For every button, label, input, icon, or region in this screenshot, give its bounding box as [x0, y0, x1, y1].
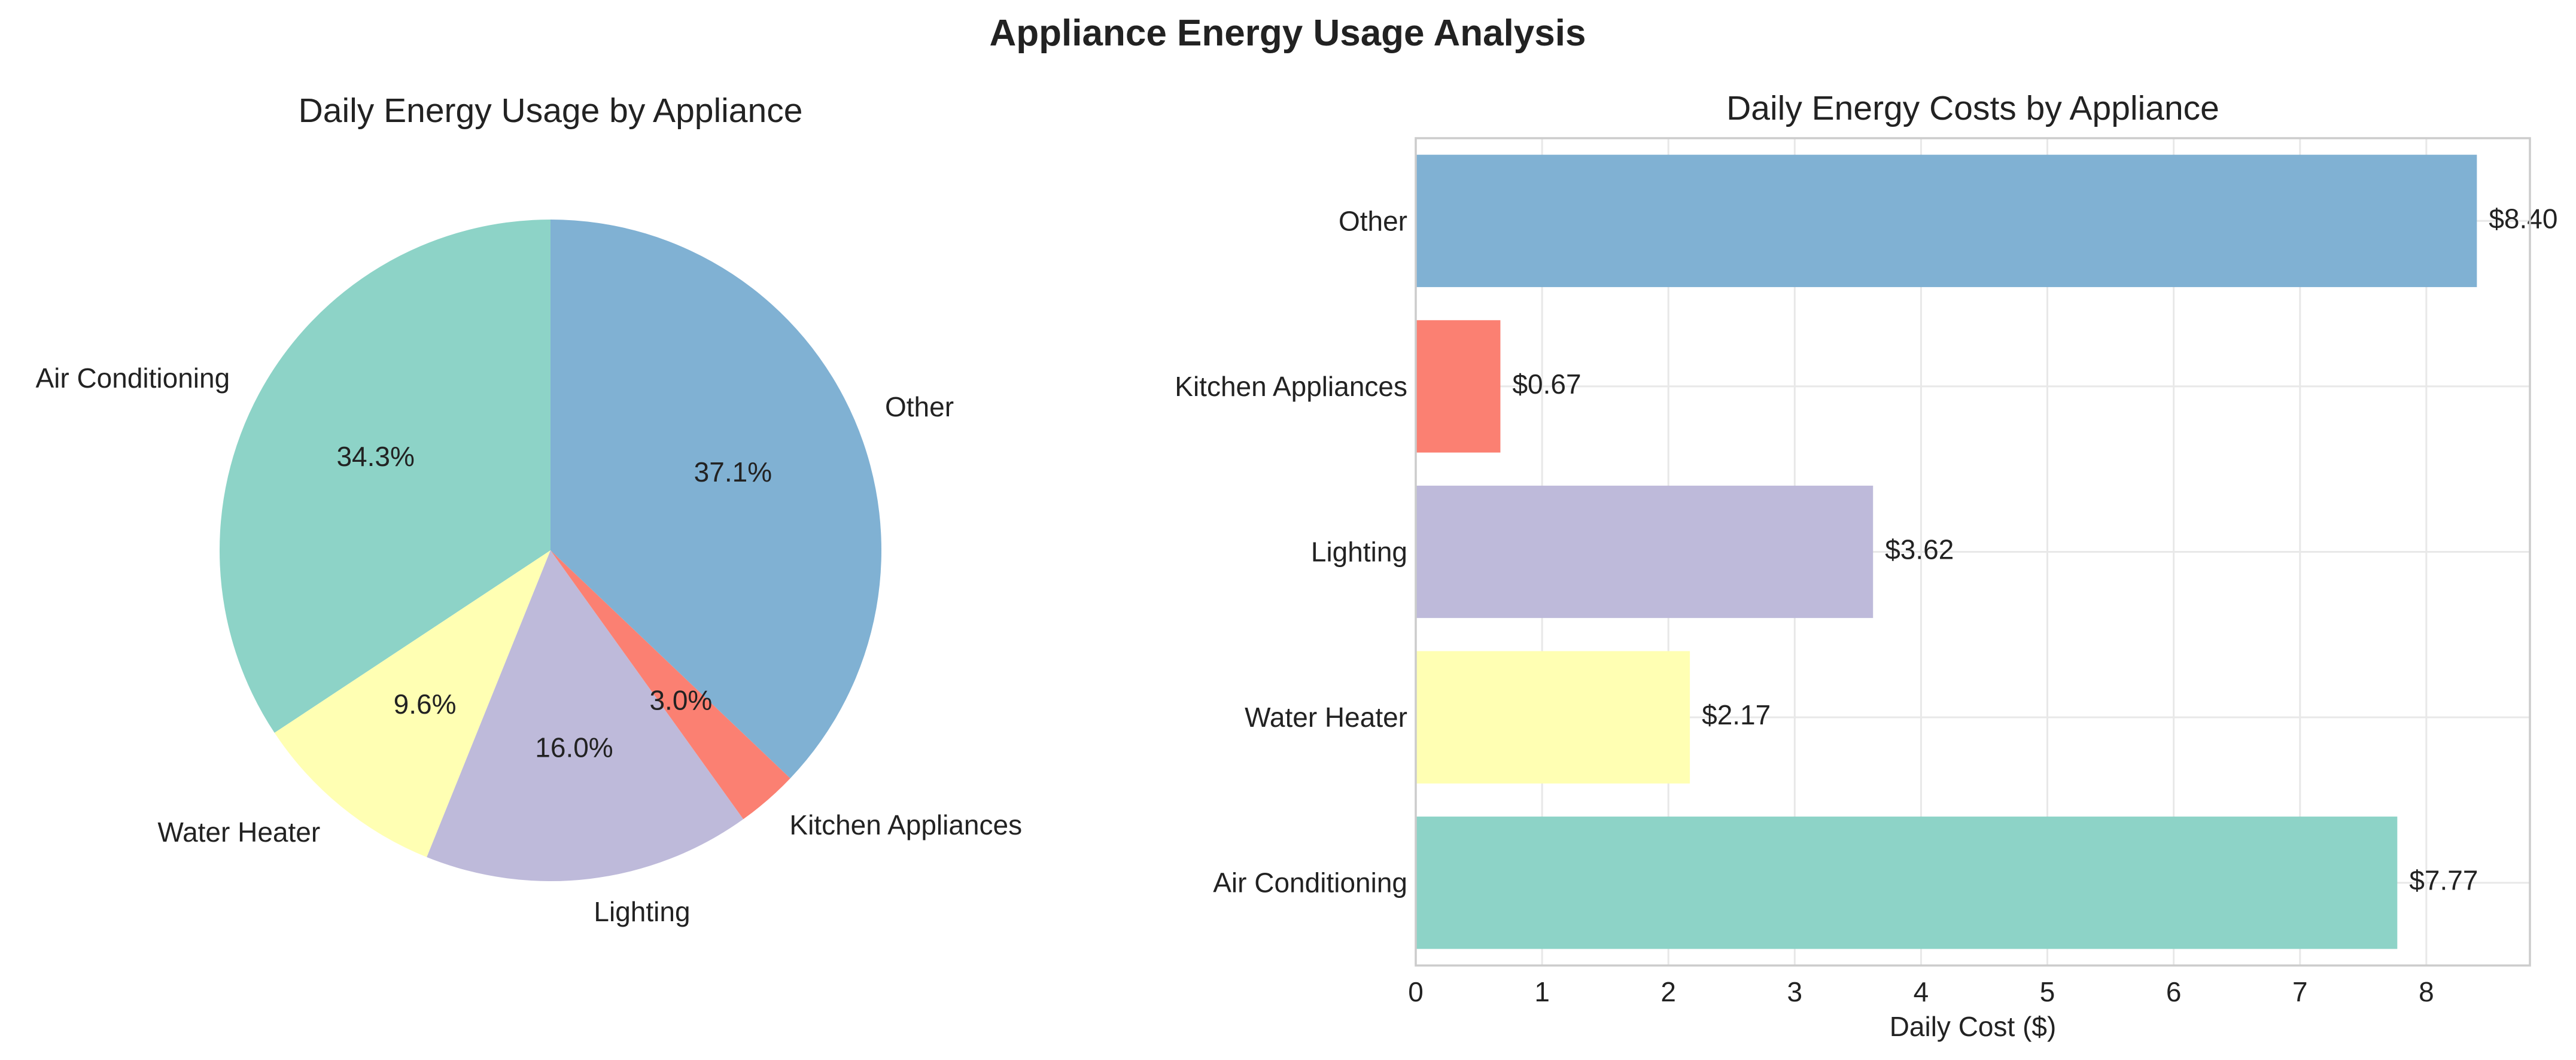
bar-bars: $7.77 $2.17 $3.62 $0.67 $8.40	[1416, 154, 2557, 949]
pie-percent-water-heater: 9.6%	[394, 689, 457, 720]
pie-chart-title: Daily Energy Usage by Appliance	[299, 92, 803, 130]
x-tick-label: 1	[1534, 976, 1550, 1007]
x-tick-label: 6	[2166, 976, 2182, 1007]
pie-labels: Air Conditioning 34.3% Water Heater 9.6% Lig…	[35, 363, 1022, 927]
pie-slice-kitchen-appliances	[551, 550, 790, 820]
pie-slice-air-conditioning	[219, 220, 551, 733]
y-tick-label-other: Other	[1339, 205, 1407, 236]
pie-label-water-heater: Water Heater	[157, 817, 320, 848]
pie-percent-lighting: 16.0%	[535, 732, 613, 763]
pie-slice-water-heater	[274, 550, 551, 857]
x-tick-label: 4	[1914, 976, 1929, 1007]
y-tick-label-lighting: Lighting	[1311, 537, 1407, 568]
y-tick-label-kitchen-appliances: Kitchen Appliances	[1175, 371, 1407, 402]
bar-ticks: 0 1 2 3 4 5 6 7 8 Air Conditioning Water Heater Lig…	[1175, 205, 2434, 1007]
x-tick-label: 7	[2292, 976, 2308, 1007]
bar-kitchen-appliances	[1416, 320, 1501, 453]
value-label-air-conditioning: $7.77	[2409, 865, 2478, 896]
pie-label-other: Other	[885, 391, 954, 422]
pie-percent-kitchen-appliances: 3.0%	[649, 684, 712, 715]
figure-title: Appliance Energy Usage Analysis	[990, 13, 1586, 54]
bar-other	[1416, 154, 2477, 287]
value-label-kitchen-appliances: $0.67	[1512, 368, 1581, 400]
pie-label-kitchen-appliances: Kitchen Appliances	[789, 809, 1022, 840]
x-axis-label: Daily Cost ($)	[1890, 1011, 2057, 1042]
pie-chart: Daily Energy Usage by Appliance Air Cond…	[35, 92, 1022, 927]
x-tick-label: 8	[2419, 976, 2434, 1007]
value-label-lighting: $3.62	[1885, 534, 1954, 565]
bar-water-heater	[1416, 651, 1690, 784]
pie-slice-other	[551, 220, 881, 779]
plot-frame	[1415, 137, 2531, 967]
x-tick-label: 2	[1660, 976, 1676, 1007]
bar-chart-title: Daily Energy Costs by Appliance	[1726, 89, 2219, 127]
pie-slice-lighting	[427, 550, 744, 882]
x-tick-label: 0	[1408, 976, 1424, 1007]
y-tick-label-water-heater: Water Heater	[1245, 702, 1407, 733]
value-label-other: $8.40	[2489, 203, 2557, 234]
bar-air-conditioning	[1416, 817, 2398, 949]
pie-label-lighting: Lighting	[594, 896, 690, 927]
pie-label-air-conditioning: Air Conditioning	[35, 363, 230, 394]
x-tick-label: 3	[1787, 976, 1803, 1007]
bar-chart: Daily Energy Costs by Appliance $7.77 $2.…	[1175, 89, 2557, 1042]
pie-percent-air-conditioning: 34.3%	[336, 441, 414, 472]
bar-lighting	[1416, 485, 1874, 619]
y-tick-label-air-conditioning: Air Conditioning	[1213, 867, 1407, 898]
pie-percent-other: 37.1%	[694, 456, 772, 488]
value-label-water-heater: $2.17	[1702, 699, 1771, 730]
pie-slices	[219, 220, 881, 882]
x-tick-label: 5	[2040, 976, 2055, 1007]
